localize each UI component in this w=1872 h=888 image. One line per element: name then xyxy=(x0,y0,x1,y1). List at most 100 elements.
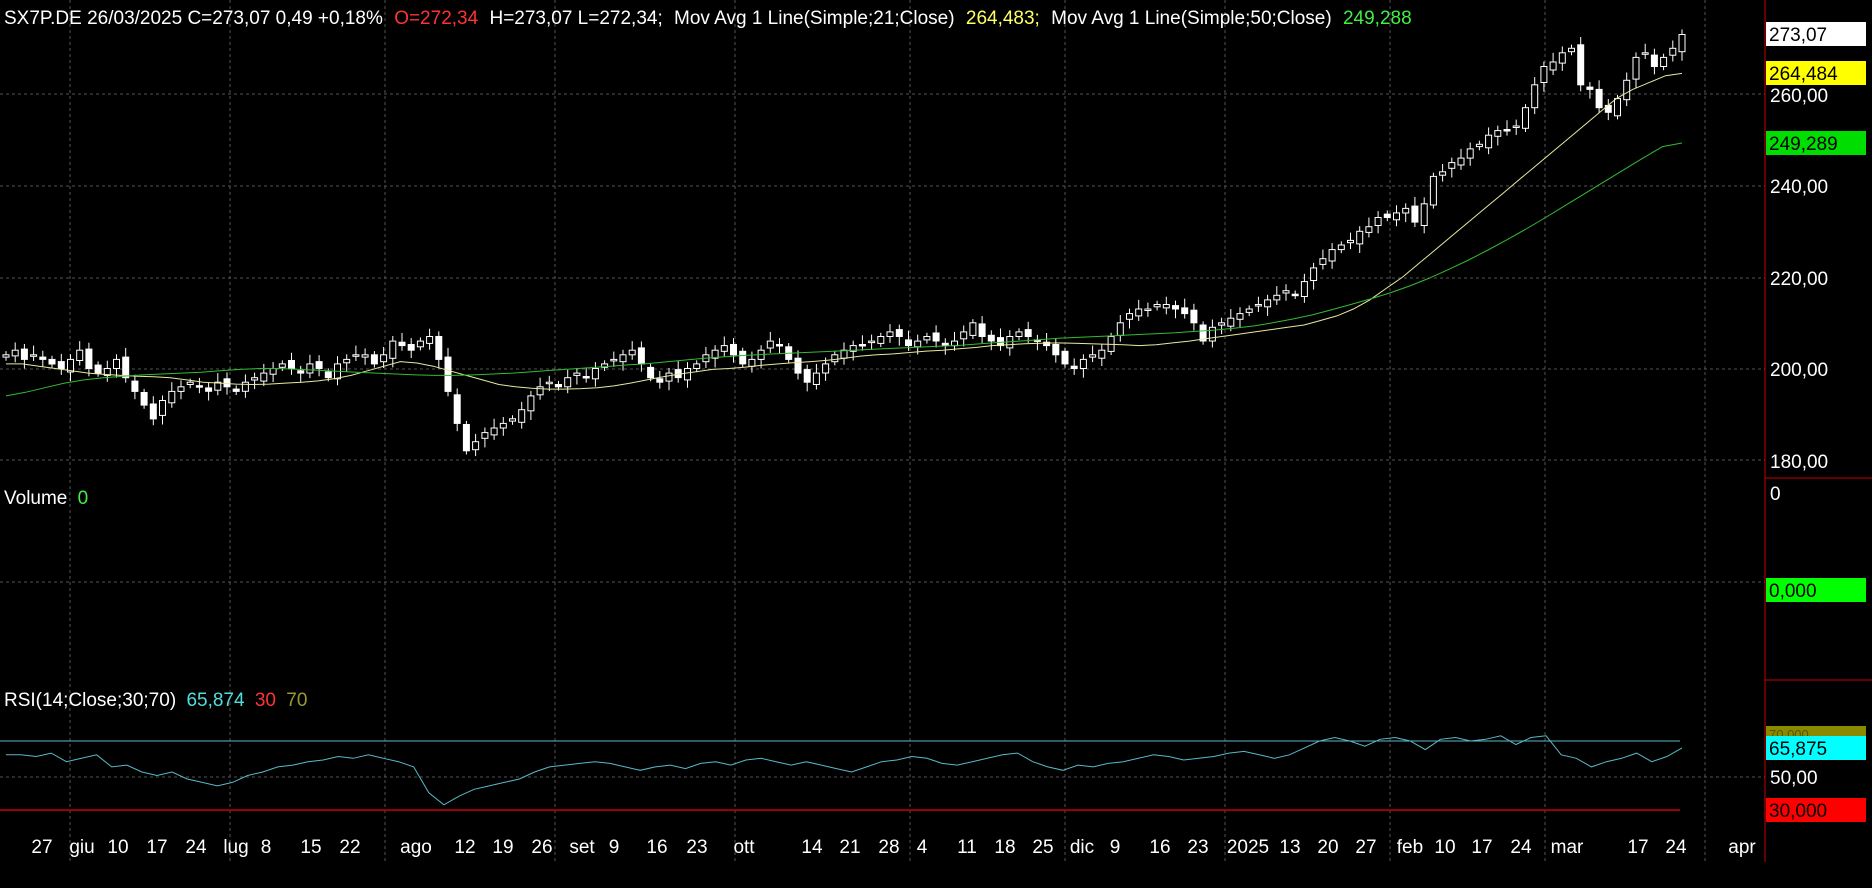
candle-body-59 xyxy=(545,381,553,385)
volume-value: 0 xyxy=(78,488,89,509)
candle-body-115 xyxy=(1061,350,1069,365)
rsi-upper-value: 70 xyxy=(286,690,307,711)
candle-body-164 xyxy=(1512,125,1520,128)
candle-body-100 xyxy=(923,336,931,341)
rsi-value: 65,874 xyxy=(186,690,245,711)
x-axis-label-13: set xyxy=(569,837,595,858)
candle-body-95 xyxy=(877,336,885,344)
candle-body-3 xyxy=(30,354,38,357)
x-axis-label-1: giu xyxy=(69,837,94,858)
candle-body-63 xyxy=(582,376,590,379)
candle-body-84 xyxy=(776,344,783,347)
candle-body-48 xyxy=(444,356,452,392)
candle-body-17 xyxy=(159,400,166,416)
ma50-badge xyxy=(1766,131,1866,155)
last-price-badge-text: 273,07 xyxy=(1769,25,1827,46)
candle-body-5 xyxy=(48,358,56,365)
x-axis-label-12: 26 xyxy=(531,837,552,858)
candle-body-158 xyxy=(1457,157,1465,166)
candle-body-140 xyxy=(1291,293,1299,297)
candle-body-128 xyxy=(1181,307,1189,315)
candle-body-124 xyxy=(1144,308,1152,311)
candle-body-156 xyxy=(1439,171,1447,176)
candle-body-136 xyxy=(1254,304,1262,307)
header-ma50-label: Mov Avg 1 Line(Simple;50;Close) xyxy=(1051,8,1332,29)
candle-body-179 xyxy=(1650,54,1658,67)
candle-body-173 xyxy=(1595,88,1603,109)
candle-body-81 xyxy=(748,358,756,367)
candle-body-118 xyxy=(1089,354,1097,358)
candle-body-143 xyxy=(1319,258,1327,265)
candle-body-60 xyxy=(555,384,562,388)
x-axis-label-5: lug xyxy=(223,837,248,858)
volume-axis-top: 0 xyxy=(1770,484,1781,505)
candle-body-24 xyxy=(223,378,231,388)
candle-body-23 xyxy=(214,381,222,391)
price-tick-260: 260,00 xyxy=(1770,86,1828,107)
x-axis-label-40: apr xyxy=(1728,837,1756,858)
candle-body-57 xyxy=(527,395,535,412)
candle-body-29 xyxy=(269,368,277,375)
candle-body-146 xyxy=(1347,239,1354,244)
ma21-line xyxy=(6,72,1683,390)
x-axis-label-20: 28 xyxy=(878,837,899,858)
x-axis-label-15: 16 xyxy=(646,837,667,858)
candle-body-93 xyxy=(858,344,866,347)
candle-body-58 xyxy=(536,386,544,396)
candle-body-116 xyxy=(1070,365,1078,370)
candle-body-62 xyxy=(573,372,581,376)
candle-body-26 xyxy=(241,381,249,392)
candle-body-64 xyxy=(591,368,599,380)
candle-body-45 xyxy=(416,340,424,348)
candle-body-123 xyxy=(1135,308,1143,317)
candle-body-125 xyxy=(1153,304,1161,308)
candle-body-154 xyxy=(1420,203,1428,227)
x-axis-label-3: 17 xyxy=(146,837,167,858)
candle-body-99 xyxy=(914,340,922,348)
candle-body-104 xyxy=(960,331,968,340)
ma50-line xyxy=(5,142,1683,397)
candle-body-15 xyxy=(140,392,148,406)
candle-body-122 xyxy=(1126,313,1133,320)
candle-body-147 xyxy=(1356,230,1364,245)
candle-body-170 xyxy=(1568,47,1575,53)
footer-credit: A service of NetTrader, 2025 xyxy=(1626,868,1866,888)
candle-body-181 xyxy=(1669,47,1677,56)
candle-body-33 xyxy=(306,363,314,374)
candle-body-83 xyxy=(766,340,774,349)
candle-body-9 xyxy=(85,348,93,370)
candle-body-18 xyxy=(168,390,176,404)
header-high-low: H=273,07 L=272,34; xyxy=(489,8,662,29)
candle-body-155 xyxy=(1429,175,1437,206)
candle-body-168 xyxy=(1549,61,1557,71)
x-axis-label-34: 10 xyxy=(1434,837,1455,858)
candle-body-69 xyxy=(637,347,645,365)
candle-body-148 xyxy=(1365,226,1373,233)
candle-body-171 xyxy=(1577,44,1585,86)
price-tick-220: 220,00 xyxy=(1770,269,1828,290)
x-axis-label-33: feb xyxy=(1397,837,1423,858)
candle-body-144 xyxy=(1328,249,1336,262)
candle-body-138 xyxy=(1273,294,1281,301)
candle-body-105 xyxy=(969,322,977,336)
candle-body-161 xyxy=(1485,134,1493,149)
candle-body-98 xyxy=(905,339,912,347)
candle-body-86 xyxy=(794,357,802,374)
candle-body-130 xyxy=(1199,324,1207,342)
x-axis-label-4: 24 xyxy=(185,837,207,858)
candle-body-27 xyxy=(251,377,259,381)
candle-body-172 xyxy=(1586,86,1594,90)
candle-body-108 xyxy=(997,337,1004,347)
x-axis-label-16: 23 xyxy=(686,837,707,858)
header-ma21-value: 264,483; xyxy=(966,8,1040,29)
x-axis-label-0: 27 xyxy=(31,837,52,858)
rsi-label: RSI(14;Close;30;70) 65,874 30 70 xyxy=(4,690,307,711)
candle-body-49 xyxy=(453,394,461,424)
candle-body-56 xyxy=(518,409,526,423)
x-axis-label-11: 19 xyxy=(492,837,513,858)
candle-body-177 xyxy=(1632,56,1640,80)
candle-body-176 xyxy=(1623,79,1631,101)
candle-body-68 xyxy=(628,349,636,356)
candle-body-43 xyxy=(398,341,406,347)
